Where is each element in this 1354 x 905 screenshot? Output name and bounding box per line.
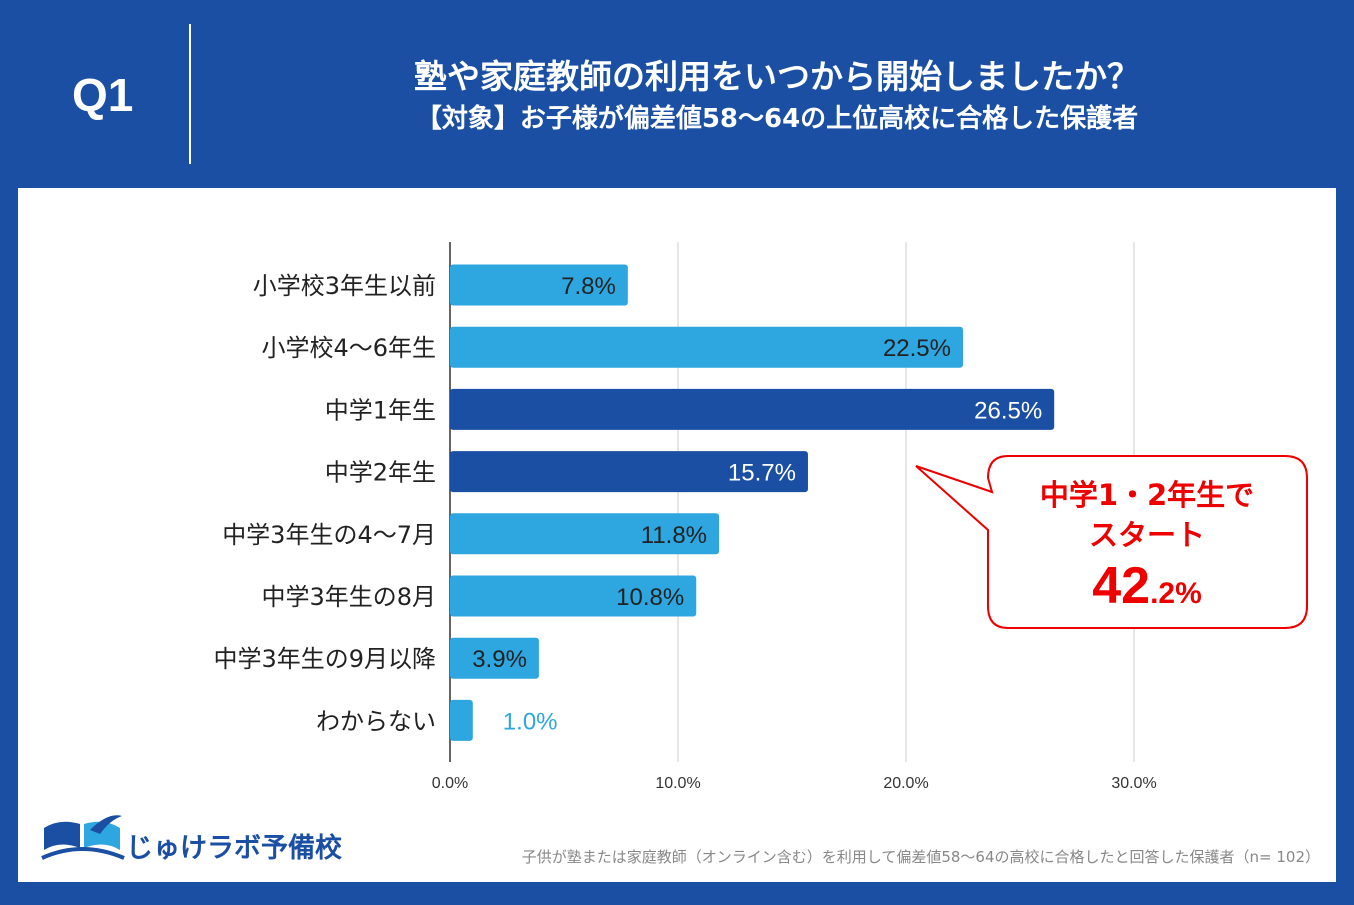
logo-text: じゅけラボ予備校 <box>126 833 342 864</box>
callout-value: 42.2% <box>988 556 1306 616</box>
data-label: 10.8% <box>616 584 684 611</box>
bar <box>450 637 539 679</box>
callout-line1: 中学1・2年生で <box>1039 478 1255 512</box>
data-label: 15.7% <box>728 460 796 487</box>
bar <box>450 326 963 368</box>
callout-value-small: .2% <box>1150 577 1202 610</box>
category-label: 中学1年生 <box>325 396 436 424</box>
bar <box>450 699 473 741</box>
data-label: 22.5% <box>883 335 951 362</box>
callout-value-main: 42 <box>1092 557 1151 615</box>
data-label: 3.9% <box>472 646 527 673</box>
bar <box>450 513 720 555</box>
bar <box>450 264 628 306</box>
x-tick-label: 10.0% <box>655 775 700 792</box>
page-title: 塾や家庭教師の利用をいつから開始しましたか？ <box>414 57 1140 96</box>
x-tick-label: 20.0% <box>883 775 928 792</box>
header-divider <box>189 24 191 164</box>
data-label: 11.8% <box>641 522 707 549</box>
x-tick-label: 0.0% <box>432 775 468 792</box>
category-label: 中学3年生の9月以降 <box>213 645 436 673</box>
footnote: 子供が塾または家庭教師（オンライン含む）を利用して偏差値58～64の高校に合格し… <box>521 848 1320 866</box>
bar <box>450 388 1055 430</box>
callout-bubble <box>915 455 1308 629</box>
bar <box>450 451 808 493</box>
page-subtitle: 【対象】お子様が偏差値58～64の上位高校に合格した保護者 <box>415 104 1139 134</box>
data-label: 26.5% <box>974 397 1042 424</box>
callout-line2: スタート <box>1088 518 1205 552</box>
logo-book-icon <box>41 815 125 860</box>
category-label: わからない <box>316 707 436 735</box>
x-tick-label: 30.0% <box>1111 775 1156 792</box>
category-label: 中学3年生の8月 <box>261 583 436 611</box>
question-label: Q1 <box>72 69 134 121</box>
bar <box>450 575 697 617</box>
category-label: 中学3年生の4～7月 <box>222 521 436 549</box>
category-label: 小学校4～6年生 <box>261 334 436 362</box>
category-label: 中学2年生 <box>325 459 436 487</box>
data-label: 1.0% <box>503 708 558 735</box>
data-label: 7.8% <box>561 273 616 300</box>
category-label: 小学校3年生以前 <box>253 272 436 300</box>
